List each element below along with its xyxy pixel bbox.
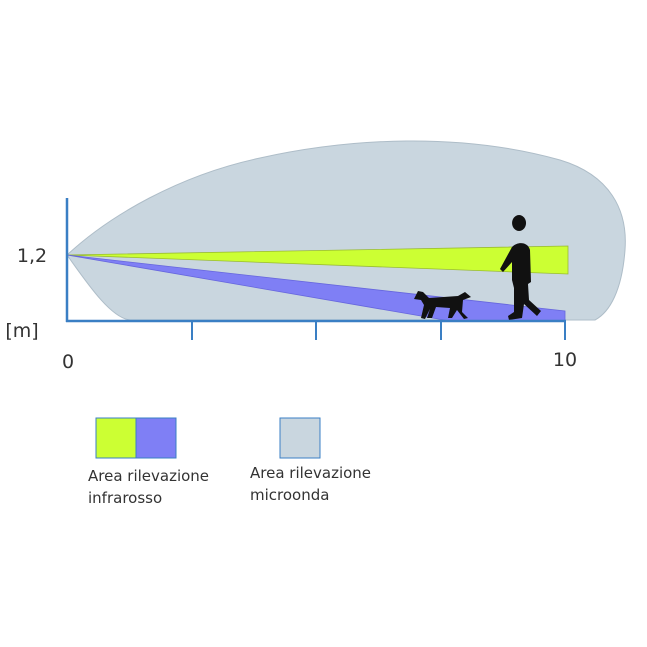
legend-label: Area rilevazione [250, 464, 371, 482]
legend-swatch-microwave [279, 417, 321, 459]
dog-silhouette [414, 291, 471, 319]
legend-swatch-infrared-purple [135, 417, 177, 459]
x-end-label: 10 [553, 349, 577, 371]
person-silhouette [500, 215, 541, 320]
legend-label: microonda [250, 486, 329, 504]
legend-label: infrarosso [88, 489, 162, 507]
legend-label: Area rilevazione [88, 467, 209, 485]
infrared-upper-beam [66, 245, 569, 275]
x-start-label: 0 [62, 351, 74, 373]
unit-label: [m] [5, 320, 38, 342]
height-label: 1,2 [17, 245, 47, 267]
legend-swatch-infrared-green [95, 417, 137, 459]
